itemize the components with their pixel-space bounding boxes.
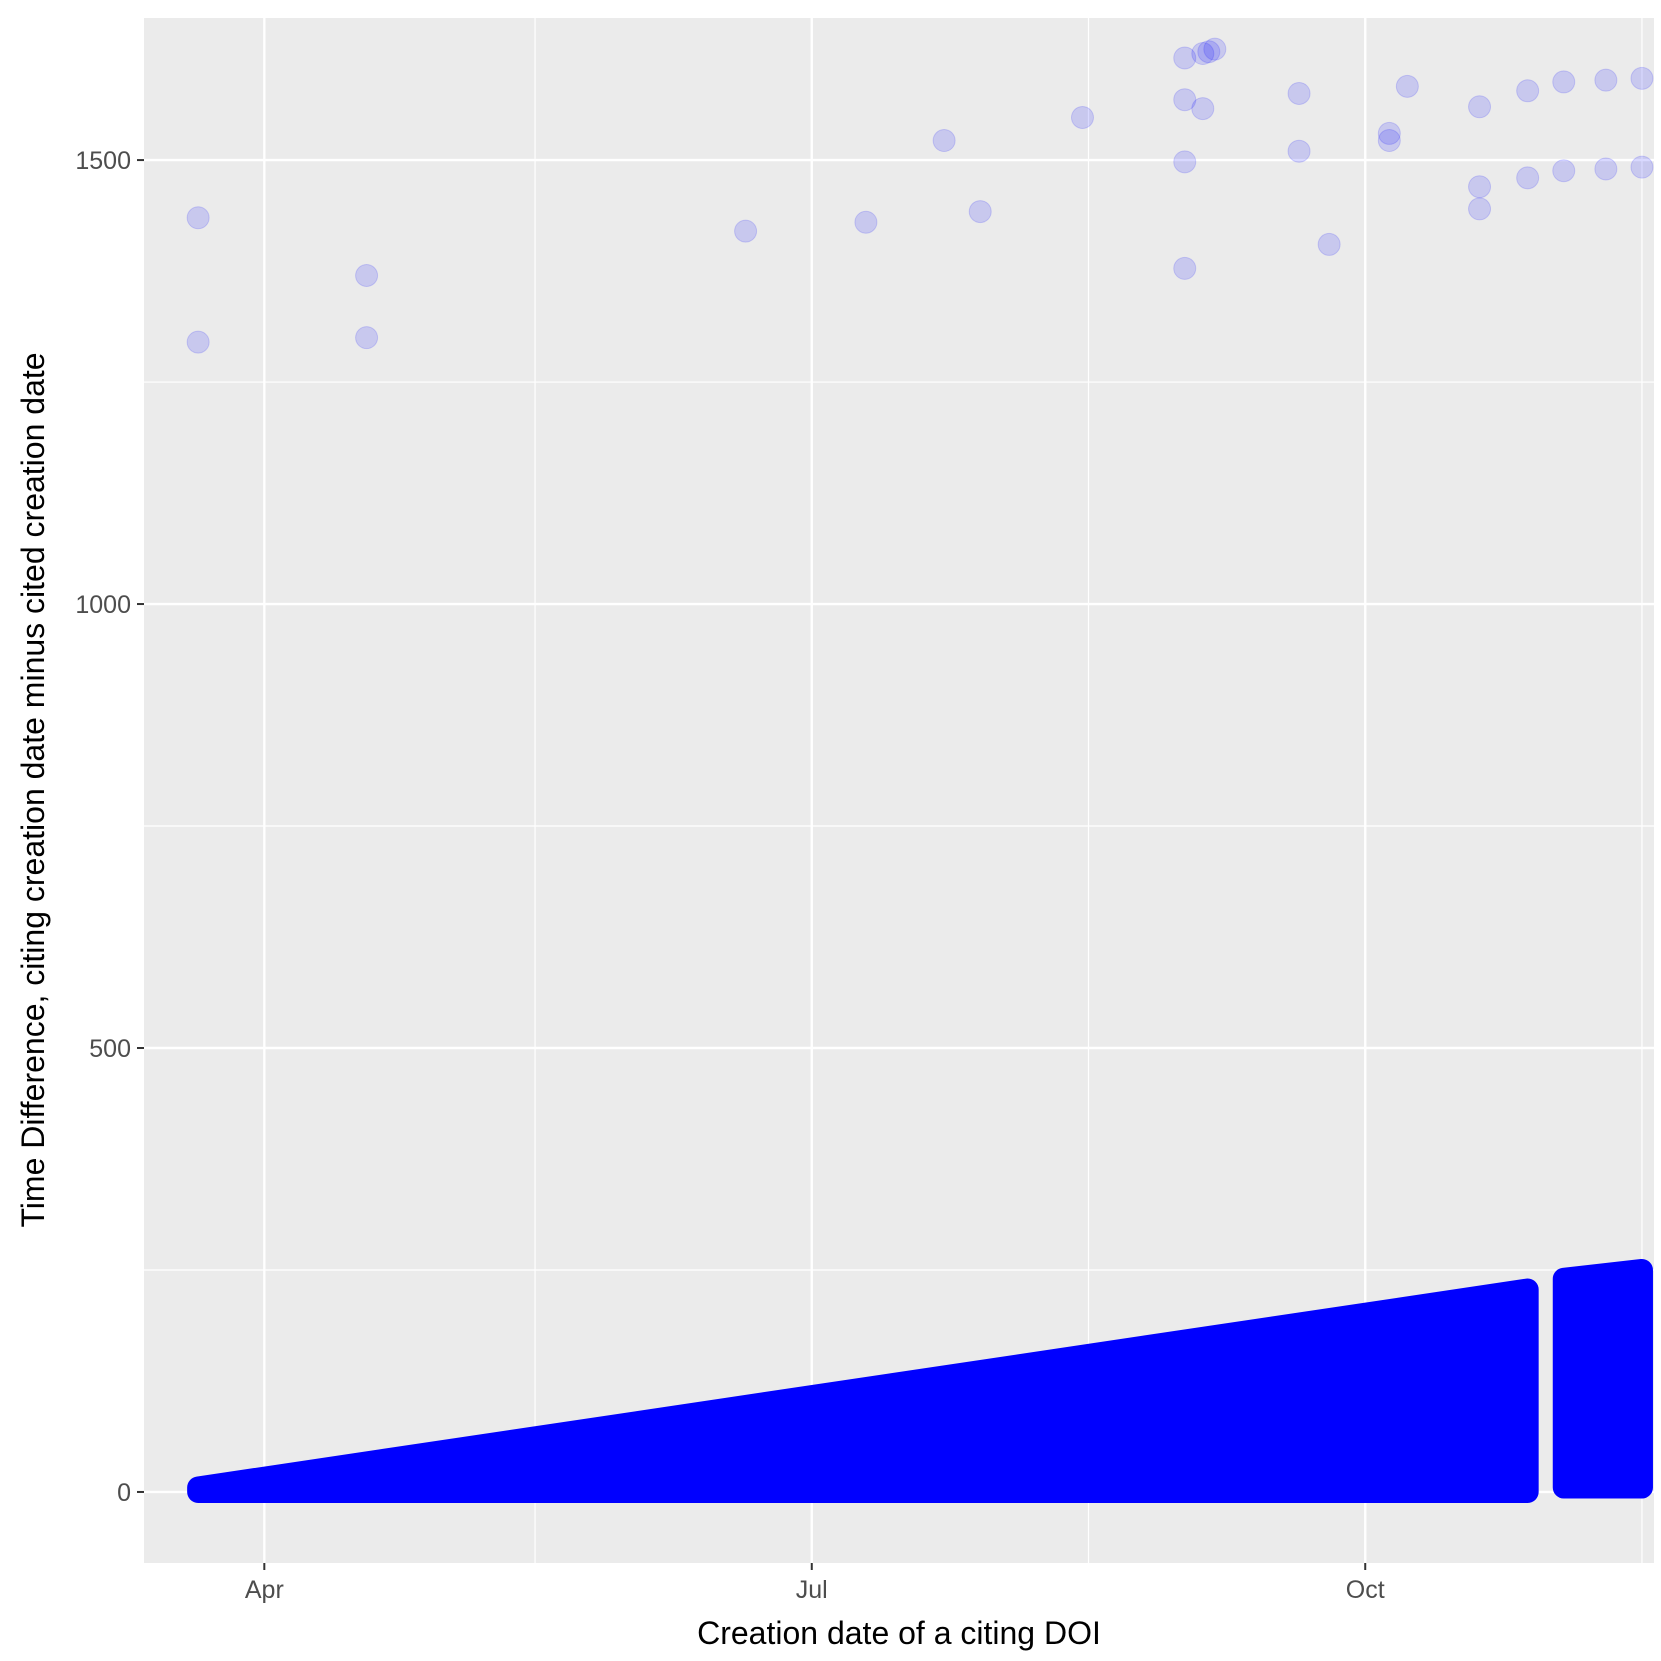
x-tick-label: Jul (796, 1576, 828, 1604)
data-point (1377, 121, 1401, 145)
x-axis: Apr Jul Oct (245, 1563, 1385, 1604)
data-point (1287, 81, 1311, 105)
data-point (1197, 40, 1221, 64)
data-point (1070, 105, 1094, 129)
data-point (1516, 166, 1540, 190)
y-tick-label: 500 (89, 1035, 131, 1063)
data-point (355, 264, 379, 287)
data-point (1173, 46, 1197, 70)
data-point (1191, 97, 1215, 121)
data-point (1173, 150, 1197, 174)
data-point (1377, 129, 1401, 153)
point-density-bands (187, 1258, 1653, 1503)
y-tick-label: 1500 (75, 147, 131, 175)
data-point (734, 219, 758, 243)
point-density-band (1552, 1258, 1653, 1499)
x-axis-title: Creation date of a citing DOI (697, 1615, 1101, 1651)
data-point (1552, 70, 1576, 94)
data-point (186, 330, 210, 354)
data-point (1173, 256, 1197, 280)
data-point (932, 129, 956, 153)
data-point (1594, 68, 1618, 92)
data-point (1630, 155, 1654, 179)
data-point (1468, 95, 1492, 119)
data-point (355, 326, 379, 350)
data-point (1516, 79, 1540, 103)
data-point (1203, 37, 1227, 61)
data-point (186, 206, 210, 230)
x-tick-label: Apr (245, 1576, 284, 1604)
data-point (1317, 232, 1341, 256)
y-tick-label: 0 (117, 1479, 131, 1507)
y-axis-title: Time Difference, citing creation date mi… (15, 352, 51, 1227)
data-point (1173, 88, 1197, 112)
data-point (1630, 66, 1654, 90)
data-point (1468, 175, 1492, 199)
data-point (1395, 74, 1419, 98)
data-point (1287, 139, 1311, 163)
data-points (186, 37, 1654, 354)
data-point (1552, 159, 1576, 183)
data-point (968, 200, 992, 224)
y-tick-label: 1000 (75, 591, 131, 619)
y-axis: 0 500 1000 1500 (75, 147, 144, 1507)
x-tick-label: Oct (1346, 1576, 1385, 1604)
data-point (1594, 157, 1618, 181)
point-density-band (187, 1278, 1539, 1503)
data-point (854, 210, 878, 234)
data-point (1468, 197, 1492, 221)
data-point (1191, 42, 1215, 66)
